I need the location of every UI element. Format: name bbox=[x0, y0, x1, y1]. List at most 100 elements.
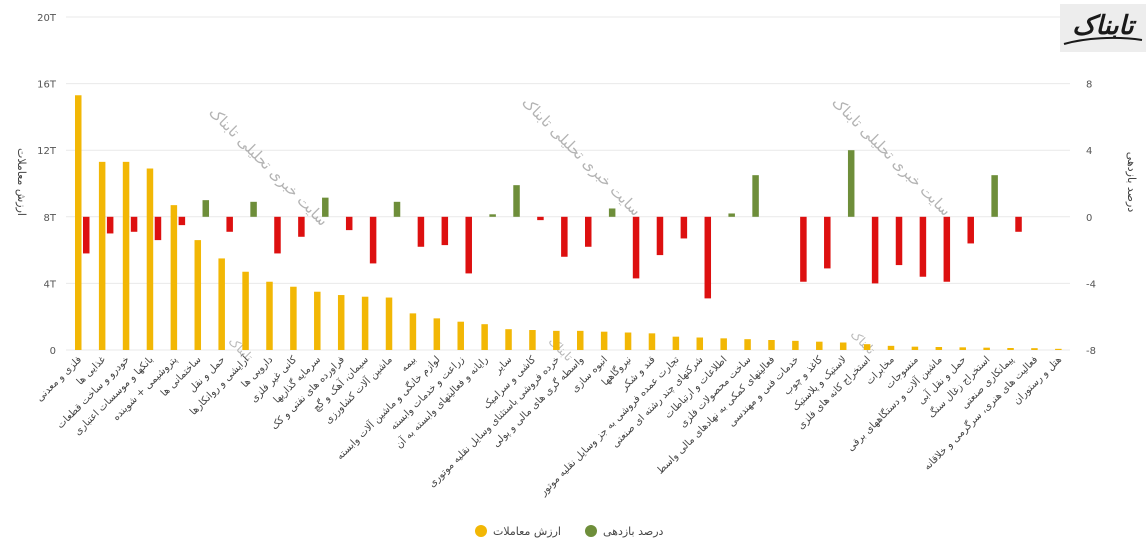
legend-label-return: درصد بازدهی bbox=[603, 525, 664, 538]
return-bar-3 bbox=[154, 216, 162, 241]
value-bar-38 bbox=[983, 347, 990, 350]
value-bar-14 bbox=[409, 313, 417, 350]
return-bar-25 bbox=[680, 216, 688, 239]
grid-lines bbox=[66, 16, 1070, 351]
value-bar-28 bbox=[744, 339, 751, 350]
return-bar-37 bbox=[967, 216, 974, 244]
right-axis-ticks: -8-404812 bbox=[1086, 13, 1099, 357]
right-tick-label-3: 4 bbox=[1086, 146, 1092, 157]
value-bar-6 bbox=[218, 258, 225, 350]
return-bar-19 bbox=[537, 216, 544, 221]
value-bar-39 bbox=[1007, 348, 1014, 350]
value-bar-5 bbox=[194, 240, 202, 350]
value-bar-31 bbox=[816, 341, 823, 350]
value-bar-9 bbox=[290, 286, 297, 350]
return-bar-7 bbox=[250, 201, 257, 217]
legend-swatch-value bbox=[475, 525, 487, 537]
value-bar-15 bbox=[433, 318, 441, 350]
return-bar-1 bbox=[106, 216, 114, 234]
value-bar-27 bbox=[720, 338, 727, 350]
value-bar-0 bbox=[75, 95, 82, 350]
return-bar-21 bbox=[585, 216, 592, 247]
logo-text: تابناک bbox=[1072, 11, 1137, 41]
value-bar-33 bbox=[863, 344, 871, 350]
value-bar-40 bbox=[1031, 348, 1038, 350]
legend-label-value: ارزش معاملات bbox=[493, 525, 561, 538]
return-bar-26 bbox=[704, 216, 712, 299]
value-bar-4 bbox=[170, 205, 178, 350]
bars bbox=[75, 95, 1062, 350]
value-bar-19 bbox=[529, 330, 536, 350]
return-bar-17 bbox=[489, 214, 496, 217]
return-bar-33 bbox=[871, 216, 879, 284]
return-bar-27 bbox=[728, 213, 735, 217]
value-bar-11 bbox=[337, 295, 345, 350]
category-label-14: بیمه bbox=[399, 354, 419, 374]
value-bar-29 bbox=[768, 340, 775, 350]
legend: درصد بازدهی ارزش معاملات bbox=[475, 525, 664, 538]
watermark-text-1: سایت خبری تحلیلی تابناک bbox=[518, 93, 644, 219]
return-bar-16 bbox=[465, 216, 472, 274]
return-bar-12 bbox=[369, 216, 377, 264]
left-tick-label-0: 0 bbox=[50, 346, 56, 357]
return-bar-18 bbox=[513, 185, 520, 217]
value-bar-20 bbox=[553, 330, 560, 350]
left-axis-title: ارزش معاملات bbox=[15, 148, 28, 216]
value-bar-8 bbox=[266, 281, 273, 350]
watermark-small-2: تابناک bbox=[848, 327, 878, 357]
legend-swatch-return bbox=[585, 525, 597, 537]
value-bar-25 bbox=[672, 336, 680, 350]
return-bar-8 bbox=[274, 216, 281, 254]
left-tick-label-3: 12T bbox=[37, 146, 57, 157]
value-bar-35 bbox=[911, 346, 919, 350]
logo-swoosh-icon bbox=[1063, 36, 1143, 45]
return-bar-5 bbox=[202, 200, 210, 217]
right-tick-label-1: -4 bbox=[1086, 279, 1096, 290]
value-bar-32 bbox=[839, 342, 847, 350]
return-bar-15 bbox=[441, 216, 449, 246]
value-bar-30 bbox=[792, 340, 799, 350]
return-bar-2 bbox=[130, 216, 138, 232]
value-bar-13 bbox=[385, 297, 393, 350]
value-bar-1 bbox=[98, 161, 106, 350]
value-bar-12 bbox=[361, 296, 369, 350]
return-bar-13 bbox=[393, 201, 401, 217]
value-bar-16 bbox=[457, 321, 464, 350]
return-bar-23 bbox=[632, 216, 640, 279]
return-bar-22 bbox=[608, 208, 616, 217]
right-axis-title: درصد بازدهی bbox=[1125, 152, 1138, 213]
return-bar-14 bbox=[417, 216, 425, 247]
return-bar-30 bbox=[800, 216, 807, 282]
return-bar-35 bbox=[919, 216, 927, 277]
value-bar-10 bbox=[314, 291, 321, 350]
left-tick-label-2: 8T bbox=[44, 213, 57, 224]
return-bar-10 bbox=[322, 197, 329, 217]
value-bar-41 bbox=[1055, 348, 1062, 350]
site-logo: تابناک bbox=[1060, 4, 1146, 52]
value-bar-26 bbox=[696, 337, 704, 350]
value-bar-23 bbox=[624, 332, 632, 350]
left-tick-label-4: 16T bbox=[37, 80, 57, 91]
watermark-text-0: سایت خبری تحلیلی تابناک bbox=[205, 103, 331, 229]
return-bar-28 bbox=[752, 175, 759, 217]
return-bar-31 bbox=[824, 216, 831, 269]
value-bar-37 bbox=[959, 347, 966, 350]
return-bar-6 bbox=[226, 216, 233, 232]
value-bar-18 bbox=[505, 329, 512, 350]
return-bar-4 bbox=[178, 216, 186, 226]
value-bar-34 bbox=[887, 345, 895, 350]
return-bar-38 bbox=[991, 175, 998, 217]
watermark-text-2: سایت خبری تحلیلی تابناک bbox=[828, 93, 954, 219]
value-bar-22 bbox=[600, 331, 608, 350]
return-bar-34 bbox=[895, 216, 903, 266]
value-bar-7 bbox=[242, 271, 249, 350]
value-bar-3 bbox=[146, 168, 154, 350]
return-bar-9 bbox=[298, 216, 305, 237]
value-bar-36 bbox=[935, 347, 943, 350]
return-bar-20 bbox=[561, 216, 568, 257]
return-bar-24 bbox=[656, 216, 664, 256]
value-bar-24 bbox=[648, 333, 656, 350]
value-bar-21 bbox=[577, 330, 584, 350]
